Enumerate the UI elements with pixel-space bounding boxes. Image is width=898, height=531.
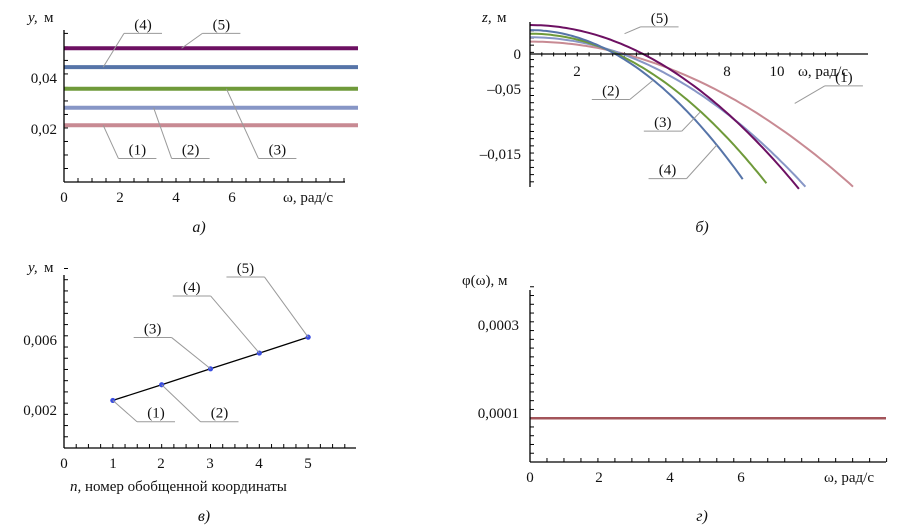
panel-v-xtick-5: 5 bbox=[304, 456, 312, 472]
panel-a-leader-4 bbox=[102, 33, 125, 68]
panel-v-leader-3 bbox=[171, 337, 211, 370]
panel-v-leader-1 bbox=[112, 400, 138, 423]
panel-b-leader-2 bbox=[629, 80, 654, 100]
panel-a-label-2: (2) bbox=[182, 142, 200, 158]
panel-b-ytick-0: 0 bbox=[514, 47, 522, 63]
panel-v-leader-2 bbox=[161, 384, 201, 423]
panel-a-label-4: (4) bbox=[134, 17, 152, 33]
panel-b-label-1: (1) bbox=[835, 70, 853, 86]
panel-v-xtick-4: 4 bbox=[255, 456, 263, 472]
panel-b-label-4: (4) bbox=[659, 163, 677, 179]
panel-a-caption: а) bbox=[192, 219, 205, 236]
panel-a-minor-ticks bbox=[64, 32, 345, 182]
panel-g-ytick-2: 0,0003 bbox=[478, 318, 519, 334]
panel-b-ylabel-var: z, bbox=[481, 10, 492, 26]
panel-v: (1) (2) (3) (4) (5) y, м 0,002 0,006 0 1 2 3… bbox=[23, 260, 356, 525]
panel-b-ytick-2: –0,015 bbox=[479, 147, 521, 163]
panel-g-xtick-0: 0 bbox=[526, 470, 534, 486]
panel-b-xlabel: ω, рад/с bbox=[798, 64, 848, 80]
panel-b-series-1 bbox=[530, 40, 854, 188]
panel-a-label-1: (1) bbox=[129, 142, 147, 158]
panel-b-ytick-1: –0,05 bbox=[486, 82, 521, 98]
panel-b-label-2: (2) bbox=[602, 84, 620, 100]
panel-a-label-5: (5) bbox=[213, 17, 231, 33]
panel-v-xlabel-rest: номер обобщенной координаты bbox=[85, 479, 287, 495]
panel-v-xtick-0: 0 bbox=[60, 456, 68, 472]
panel-b-xtick-1: 2 bbox=[573, 64, 581, 80]
panel-g-ylabel: φ(ω), м bbox=[462, 273, 508, 289]
panel-v-label-1: (1) bbox=[147, 406, 165, 422]
panel-v-label-2: (2) bbox=[211, 406, 229, 422]
panel-v-leader-5 bbox=[264, 276, 309, 338]
panel-b-series-2 bbox=[530, 36, 807, 188]
panel-a-ylabel-unit: м bbox=[44, 10, 54, 26]
panel-b-leader-4 bbox=[686, 144, 718, 179]
panel-b-leader-3 bbox=[681, 111, 701, 132]
panel-b-label-3: (3) bbox=[654, 115, 672, 131]
panel-g-caption: г) bbox=[696, 508, 708, 525]
panel-v-xtick-2: 2 bbox=[157, 456, 165, 472]
panel-b-series-5 bbox=[529, 24, 800, 190]
panel-b-caption: б) bbox=[695, 219, 708, 236]
panel-g-xtick-1: 2 bbox=[595, 470, 603, 486]
panel-v-label-3: (3) bbox=[144, 322, 162, 338]
panel-b-ylabel-unit: м bbox=[497, 10, 507, 26]
panel-v-label-5: (5) bbox=[237, 261, 255, 277]
panel-b-xtick-3: 10 bbox=[770, 64, 785, 80]
panel-a: (1) (2) (3) (4) (5) y, м 0,02 0,04 0 2 4 6 ω… bbox=[26, 10, 358, 236]
panel-v-ytick-1: 0,002 bbox=[23, 403, 57, 419]
panel-a-xlabel: ω, рад/с bbox=[283, 190, 333, 206]
panel-b: (1)(2)(3)(4)(5) z, м 0 –0,05 –0,015 2 8 … bbox=[479, 10, 868, 236]
panel-a-ylabel-var: y, bbox=[26, 10, 38, 26]
panel-a-annotations: (1) (2) (3) (4) (5) bbox=[102, 17, 297, 159]
panel-b-series bbox=[529, 24, 854, 190]
panel-b-leader-5 bbox=[624, 26, 641, 35]
panel-v-ylabel-unit: м bbox=[44, 260, 54, 276]
panel-v-minor-ticks bbox=[64, 267, 346, 448]
panel-a-leader-5 bbox=[181, 32, 203, 49]
panel-g-xlabel: ω, рад/с bbox=[824, 470, 874, 486]
panel-v-xlabel-var: n, bbox=[70, 479, 81, 495]
panel-b-series-4 bbox=[530, 29, 744, 180]
panel-g-ytick-1: 0,0001 bbox=[478, 406, 519, 422]
panel-a-xtick-3: 6 bbox=[228, 190, 236, 206]
panel-v-ytick-2: 0,006 bbox=[23, 333, 57, 349]
panel-a-leader-2 bbox=[153, 107, 173, 159]
panel-a-xtick-0: 0 bbox=[60, 190, 68, 206]
panel-a-ytick-2: 0,04 bbox=[31, 71, 58, 87]
panel-a-ytick-1: 0,02 bbox=[31, 122, 57, 138]
panel-b-series-3 bbox=[530, 32, 768, 184]
panel-v-annotations: (1) (2) (3) (4) (5) bbox=[112, 261, 309, 423]
panel-g-xtick-3: 6 bbox=[737, 470, 745, 486]
panel-a-xtick-1: 2 bbox=[116, 190, 124, 206]
panel-a-label-3: (3) bbox=[269, 142, 287, 158]
panel-v-label-4: (4) bbox=[183, 280, 201, 296]
panel-v-xtick-1: 1 bbox=[109, 456, 117, 472]
panel-g-xtick-2: 4 bbox=[666, 470, 674, 486]
panel-g-minor-ticks bbox=[530, 286, 888, 462]
panel-v-leader-4 bbox=[210, 295, 260, 354]
panel-v-xtick-3: 3 bbox=[206, 456, 214, 472]
panel-a-leader-1 bbox=[102, 125, 119, 159]
panel-b-annotations: (1) (2) (3) (4) (5) bbox=[591, 11, 863, 180]
panel-b-label-5: (5) bbox=[651, 11, 669, 27]
panel-v-caption: в) bbox=[198, 508, 210, 525]
panel-a-leader-3 bbox=[225, 88, 259, 159]
panel-g: φ(ω), м 0,0001 0,0003 0 2 4 6 ω, рад/с г… bbox=[462, 273, 888, 525]
panel-v-ylabel-var: y, bbox=[26, 260, 38, 276]
panel-a-series bbox=[64, 46, 358, 128]
panel-a-xtick-2: 4 bbox=[172, 190, 180, 206]
panel-b-xtick-2: 8 bbox=[723, 64, 731, 80]
panel-b-leader-1 bbox=[794, 85, 826, 104]
